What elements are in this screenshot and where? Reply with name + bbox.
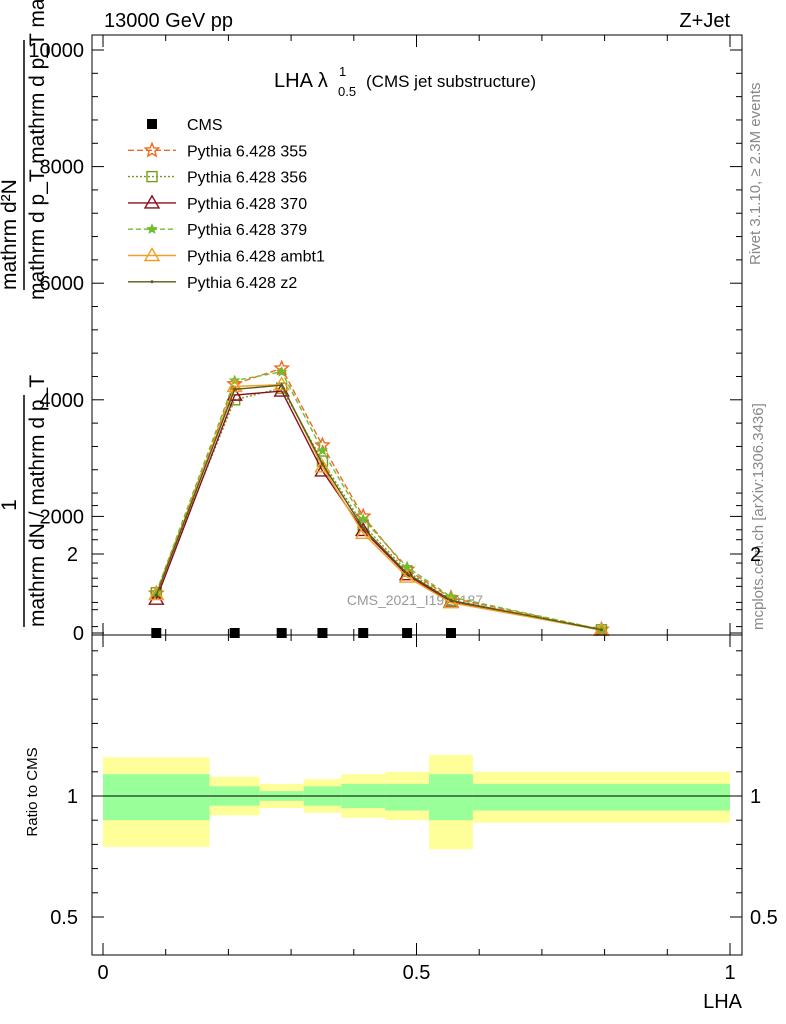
series-0-point: [276, 628, 287, 638]
series-6-point: [154, 593, 158, 597]
legend-3-label: Pythia 6.428 370: [187, 196, 307, 213]
main-y-ticks: 0 2000 4000 6000 8000 10000: [28, 35, 742, 645]
legend-4-point: [146, 223, 158, 235]
ylabel-num: mathrm d²N: [0, 179, 21, 290]
series-5-point: [314, 458, 331, 473]
series-6-point: [320, 462, 324, 466]
rivet-label: Rivet 3.1.10, ≥ 2.3M events: [747, 83, 764, 266]
main-title-sub: 0.5: [338, 84, 356, 99]
series-4-line: [155, 371, 602, 631]
ylabel-den: mathrm d p_T mathrm d p_T mathrm d lambd…: [26, 0, 49, 300]
y-tick-label: 0: [73, 623, 84, 645]
series-5-point: [273, 376, 290, 391]
ratio-y-tick-label-right: 0.5: [750, 907, 778, 929]
series-4-point: [357, 513, 370, 525]
ratio-x-tick-label: 0: [97, 962, 108, 984]
main-title-suffix: (CMS jet substructure): [366, 72, 536, 91]
stat-band: [429, 774, 473, 821]
stat-band: [103, 774, 210, 821]
ratio-x-ticks: 0 0.5 1: [97, 635, 736, 984]
series-6-line: [155, 384, 602, 631]
series-4-point: [275, 365, 288, 377]
legend-2-label: Pythia 6.428 356: [187, 170, 307, 187]
y-tick-label: 10000: [28, 40, 84, 62]
legend-6-point: [150, 280, 154, 284]
series-6-point: [233, 387, 237, 391]
ratio-y-ticks: 0.5 0.5 1 1 2 2: [50, 505, 778, 929]
series-0-point: [151, 628, 162, 638]
series-0-point: [358, 628, 369, 638]
main-title-text: LHA: [274, 70, 314, 92]
series-6-point: [405, 572, 409, 576]
ratio-x-tick-label: 0.5: [403, 962, 431, 984]
main-y-label: 1 mathrm dN / mathrm d p_T mathrm d²N ma…: [0, 0, 49, 627]
x-axis-label: LHA: [703, 991, 743, 1013]
legend-0-label: CMS: [187, 117, 223, 134]
ratio-y-tick-label: 0.5: [50, 907, 78, 929]
legend-1-label: Pythia 6.428 355: [187, 143, 307, 160]
series-5-point: [148, 586, 165, 601]
y-tick-label: 2000: [40, 506, 85, 528]
ratio-y-label: Ratio to CMS: [24, 747, 41, 836]
main-title-sup: 1: [339, 64, 346, 79]
series-4-point: [316, 444, 329, 456]
legend-1-point: [143, 141, 161, 158]
series-6-point: [449, 598, 453, 602]
ratio-y-tick-label: 2: [67, 544, 78, 566]
ylabel-prefix-num: 1: [0, 499, 21, 511]
legend-5-point: [143, 247, 161, 262]
series-0-point: [402, 628, 413, 638]
series-5-point: [226, 378, 243, 393]
stat-band: [385, 783, 430, 811]
legend-3-point: [143, 194, 161, 209]
series-1-line: [155, 367, 602, 631]
ratio-bands: [103, 754, 730, 850]
series-0-point: [445, 628, 456, 638]
header-left: 13000 GeV pp: [104, 10, 233, 32]
ratio-panel: 0.5 0.51 12 2 0 0.5 1 Ratio to CMS LHA: [24, 505, 778, 1013]
header-right: Z+Jet: [679, 10, 730, 32]
series-6-point: [361, 526, 365, 530]
y-tick-label: 8000: [40, 157, 85, 179]
legend-0-point: [147, 119, 157, 129]
main-title: LHA λ 1 0.5 (CMS jet substructure): [274, 64, 536, 99]
series-6-point: [280, 383, 284, 387]
series-3-point: [148, 590, 165, 605]
mcplots-label: mcplots.cern.ch [arXiv:1306.3436]: [750, 403, 767, 630]
ylabel-prefix-den: mathrm dN / mathrm d p_T: [26, 375, 49, 627]
ratio-y-tick-label-right: 1: [750, 786, 761, 808]
y-tick-label: 4000: [40, 390, 85, 412]
main-series: [147, 359, 610, 638]
legend-5-label: Pythia 6.428 ambt1: [187, 249, 325, 266]
ratio-x-tick-label: 1: [724, 962, 735, 984]
y-tick-label: 6000: [40, 273, 85, 295]
series-6-point: [599, 628, 603, 632]
ratio-y-tick-label-right: 2: [750, 544, 761, 566]
ratio-y-tick-label: 1: [67, 786, 78, 808]
stat-band: [472, 783, 730, 811]
legend-6-label: Pythia 6.428 z2: [187, 275, 297, 292]
series-5-line: [155, 383, 602, 631]
series-3-point: [354, 522, 372, 537]
legend: CMS Pythia 6.428 355 Pythia 6.428 356 Pythi…: [128, 117, 325, 292]
legend-4-label: Pythia 6.428 379: [187, 222, 307, 239]
legend-2-point: [146, 170, 158, 183]
series-2-line: [155, 387, 602, 631]
series-0-point: [317, 628, 328, 638]
series-0-point: [229, 628, 240, 638]
